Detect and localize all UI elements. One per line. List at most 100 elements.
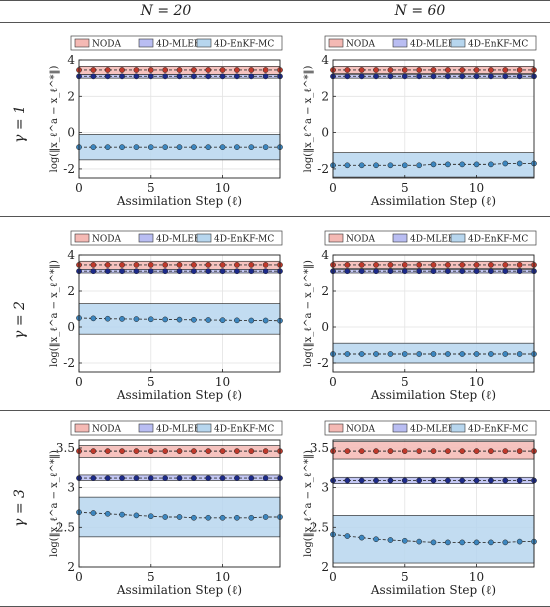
axes-frame [78, 59, 281, 179]
y-tick-label: 2 [321, 560, 329, 574]
legend-swatch-noda [328, 423, 344, 433]
data-point [387, 67, 394, 73]
y-tick-label: 2.5 [310, 520, 329, 534]
legend: NODA 4D-MLEF 4D-EnKF-MC [70, 230, 283, 246]
x-tick-label: 0 [75, 181, 83, 195]
legend-entry: 4D-MLEF [410, 40, 454, 50]
data-point [219, 448, 226, 454]
data-point [147, 268, 154, 275]
data-point [358, 262, 365, 268]
data-point [219, 317, 226, 324]
data-point [459, 73, 466, 80]
data-point [90, 475, 97, 481]
data-point [205, 67, 212, 73]
confidence-band-4d-enkf-mc [78, 303, 281, 335]
data-point [416, 477, 422, 484]
legend-entry: NODA [346, 40, 375, 50]
data-point [104, 73, 111, 80]
data-point [176, 144, 183, 150]
data-point [445, 351, 451, 357]
axes-frame [332, 59, 535, 179]
data-point [387, 73, 394, 80]
legend-entry: NODA [92, 425, 121, 435]
column-header-n20: N = 20 [140, 3, 192, 19]
data-point [445, 539, 451, 546]
legend: NODA 4D-MLEF 4D-EnKF-MC [324, 420, 537, 436]
y-tick-label: 0 [321, 126, 329, 140]
data-point [344, 268, 351, 275]
data-point [104, 144, 111, 150]
data-point [445, 73, 451, 80]
data-point [516, 262, 523, 268]
data-point [234, 448, 240, 454]
axes-frame [78, 439, 281, 568]
data-point [502, 351, 509, 357]
data-point [373, 477, 379, 484]
y-tick-label: 3.5 [310, 441, 329, 455]
data-point [176, 475, 183, 481]
x-axis-label: Assimilation Step (ℓ) [116, 194, 242, 208]
data-point [488, 477, 494, 484]
data-point [219, 144, 226, 150]
data-point [90, 67, 97, 73]
data-point [473, 73, 480, 80]
x-axis-label: Assimilation Step (ℓ) [370, 583, 496, 597]
data-point [262, 514, 269, 520]
data-point [248, 144, 255, 150]
x-axis-label: Assimilation Step (ℓ) [116, 388, 242, 402]
data-point [502, 262, 509, 268]
data-point [473, 448, 480, 454]
legend-entry: 4D-MLEF [410, 425, 454, 435]
data-point [344, 351, 351, 357]
legend-swatch-noda [74, 38, 90, 48]
x-tick-label: 10 [469, 181, 484, 195]
data-point [373, 351, 379, 357]
x-tick-label: 5 [401, 570, 409, 584]
data-point [416, 448, 422, 454]
data-point [205, 317, 212, 323]
data-point [373, 162, 379, 169]
y-axis-label: log(‖x_ℓ^a − x_ℓ^*‖) [303, 66, 314, 173]
data-point [191, 448, 197, 454]
data-point [234, 262, 240, 268]
data-point [119, 144, 125, 150]
y-tick-label: -2 [63, 162, 75, 176]
data-point [416, 538, 422, 545]
legend-swatch-noda [328, 38, 344, 48]
data-point [502, 268, 509, 275]
x-axis-label: Assimilation Step (ℓ) [370, 194, 496, 208]
data-point [90, 315, 97, 322]
data-point [358, 162, 365, 169]
data-point [191, 67, 197, 73]
legend-swatch-4d-enkf-mc [196, 38, 212, 48]
data-point [416, 162, 422, 169]
legend-swatch-noda [74, 233, 90, 243]
data-point [445, 161, 451, 168]
data-point [459, 539, 466, 546]
data-point [401, 351, 408, 357]
legend-entry: 4D-EnKF-MC [214, 40, 274, 50]
data-point [401, 162, 408, 169]
data-point [459, 477, 466, 484]
data-point [262, 448, 269, 454]
data-point [516, 160, 523, 167]
data-point [262, 144, 269, 150]
data-point [104, 448, 111, 454]
x-tick-label: 0 [329, 375, 337, 389]
legend-swatch-4d-mlef [138, 233, 154, 243]
legend: NODA 4D-MLEF 4D-EnKF-MC [324, 230, 537, 246]
data-point [344, 162, 351, 169]
y-tick-label: 2 [67, 560, 75, 574]
data-point [147, 316, 154, 323]
data-point [162, 316, 168, 323]
y-tick-label: 0 [67, 126, 75, 140]
data-point [401, 67, 408, 73]
legend-swatch-4d-mlef [138, 38, 154, 48]
data-point [176, 514, 183, 520]
data-point [344, 67, 351, 73]
legend: NODA 4D-MLEF 4D-EnKF-MC [70, 420, 283, 436]
data-point [358, 73, 365, 80]
data-point [473, 268, 480, 275]
data-point [104, 315, 111, 322]
